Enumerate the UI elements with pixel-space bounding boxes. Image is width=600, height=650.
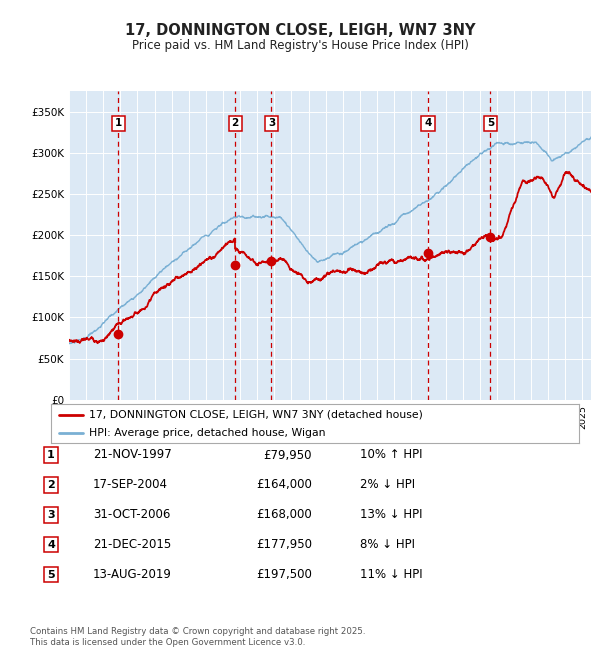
Text: 1: 1: [47, 450, 55, 460]
Text: 17-SEP-2004: 17-SEP-2004: [93, 478, 168, 491]
Text: £168,000: £168,000: [256, 508, 312, 521]
Text: Price paid vs. HM Land Registry's House Price Index (HPI): Price paid vs. HM Land Registry's House …: [131, 39, 469, 52]
Text: 17, DONNINGTON CLOSE, LEIGH, WN7 3NY: 17, DONNINGTON CLOSE, LEIGH, WN7 3NY: [125, 23, 475, 38]
Text: 17, DONNINGTON CLOSE, LEIGH, WN7 3NY (detached house): 17, DONNINGTON CLOSE, LEIGH, WN7 3NY (de…: [89, 410, 423, 420]
Text: 1: 1: [115, 118, 122, 129]
Text: 3: 3: [47, 510, 55, 520]
Text: £197,500: £197,500: [256, 568, 312, 581]
Text: 5: 5: [47, 569, 55, 580]
Text: 21-DEC-2015: 21-DEC-2015: [93, 538, 171, 551]
Text: 31-OCT-2006: 31-OCT-2006: [93, 508, 170, 521]
Text: £79,950: £79,950: [263, 448, 312, 461]
Text: 2% ↓ HPI: 2% ↓ HPI: [360, 478, 415, 491]
Text: Contains HM Land Registry data © Crown copyright and database right 2025.
This d: Contains HM Land Registry data © Crown c…: [30, 627, 365, 647]
Text: 2: 2: [47, 480, 55, 490]
Text: 3: 3: [268, 118, 275, 129]
Text: 13% ↓ HPI: 13% ↓ HPI: [360, 508, 422, 521]
Text: 4: 4: [424, 118, 431, 129]
Text: 5: 5: [487, 118, 494, 129]
Text: 2: 2: [232, 118, 239, 129]
Text: 8% ↓ HPI: 8% ↓ HPI: [360, 538, 415, 551]
Text: 13-AUG-2019: 13-AUG-2019: [93, 568, 172, 581]
Text: £177,950: £177,950: [256, 538, 312, 551]
Text: £164,000: £164,000: [256, 478, 312, 491]
Text: 4: 4: [47, 540, 55, 550]
Text: HPI: Average price, detached house, Wigan: HPI: Average price, detached house, Wiga…: [89, 428, 326, 437]
Text: 21-NOV-1997: 21-NOV-1997: [93, 448, 172, 461]
Text: 10% ↑ HPI: 10% ↑ HPI: [360, 448, 422, 461]
Text: 11% ↓ HPI: 11% ↓ HPI: [360, 568, 422, 581]
